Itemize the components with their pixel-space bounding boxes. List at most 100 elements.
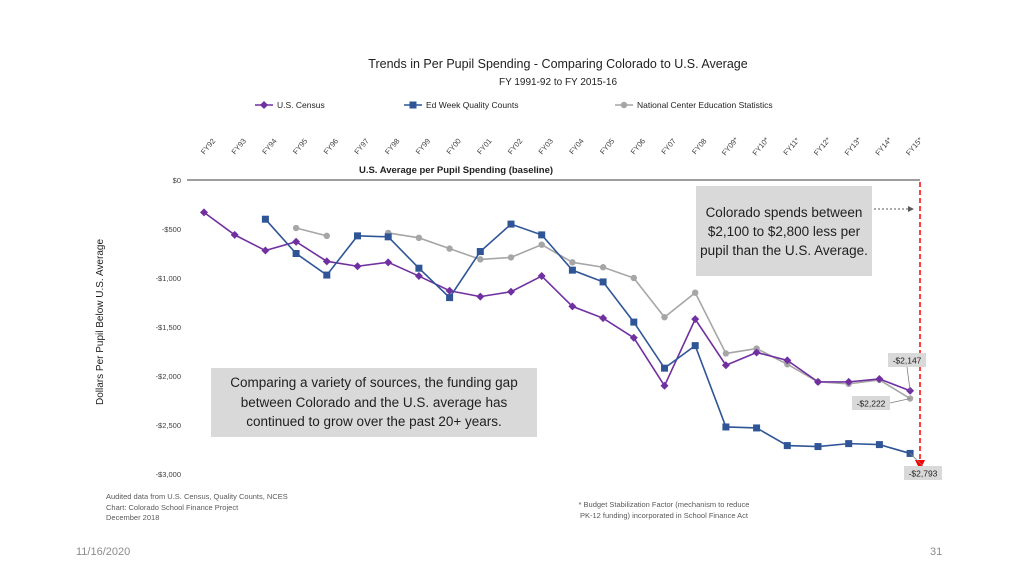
y-tick-label: -$500 — [162, 225, 181, 234]
x-tick-label: FY92 — [199, 137, 217, 157]
source-note-line: December 2018 — [106, 513, 160, 522]
x-tick-label: FY06 — [629, 137, 647, 157]
data-point — [322, 257, 331, 266]
data-point — [722, 350, 730, 357]
data-point — [783, 356, 792, 365]
bsf-footnote-line: PK-12 funding) incorporated in School Fi… — [579, 510, 749, 520]
data-point — [353, 262, 362, 271]
x-tick-label: FY12* — [812, 135, 832, 157]
data-point — [292, 224, 300, 232]
data-point — [477, 256, 484, 263]
data-point — [476, 248, 484, 256]
x-axis-labels: FY92 FY93 FY94 FY95 FY96 FY97 FY98 FY99 FY00 FY01… — [199, 135, 925, 157]
series-ed-week-quality-counts — [261, 215, 914, 457]
y-tick-label: $0 — [173, 176, 181, 185]
series-line — [203, 211, 911, 392]
data-point — [661, 314, 668, 321]
data-point — [752, 348, 761, 357]
data-point — [414, 272, 423, 281]
series-line — [264, 218, 911, 455]
data-point — [722, 423, 730, 431]
x-tick-label: FY95 — [291, 137, 309, 157]
series-layer — [200, 208, 915, 457]
x-tick-label: FY11* — [781, 136, 801, 157]
data-label-box — [852, 396, 890, 410]
x-tick-label: FY94 — [260, 137, 278, 157]
y-tick-label: -$2,000 — [156, 372, 181, 381]
data-point — [230, 230, 239, 239]
x-tick-label: FY15* — [904, 135, 924, 157]
data-point — [599, 264, 607, 271]
source-note: Audited data from U.S. Census, Quality C… — [106, 492, 288, 524]
callout-funding-gap-text: Comparing a variety of sources, the fund… — [230, 375, 518, 430]
data-point — [721, 361, 730, 370]
data-label: -$2,222 — [857, 399, 886, 409]
legend-marker — [409, 101, 417, 109]
data-point — [261, 246, 270, 255]
data-point — [814, 377, 822, 386]
callout-colorado-gap: Colorado spends between $2,100 to $2,800… — [696, 186, 872, 276]
data-label: -$2,147 — [893, 356, 922, 366]
x-tick-label: FY05 — [598, 137, 616, 157]
data-point — [292, 237, 301, 246]
legend-marker — [260, 101, 268, 109]
x-tick-label: FY93 — [230, 137, 248, 157]
data-labels: -$2,147 -$2,222 -$2,793 — [852, 353, 942, 480]
x-tick-label: FY08 — [690, 137, 708, 157]
data-point — [599, 314, 608, 323]
x-tick-label: FY14* — [873, 135, 893, 157]
data-point — [415, 234, 423, 242]
data-point — [630, 318, 638, 326]
gap-red-arrow-head — [915, 460, 925, 470]
data-label-leader — [889, 398, 911, 404]
data-label-box — [904, 466, 942, 480]
series-u-s-census — [200, 208, 915, 395]
chart-title: Trends in Per Pupil Spending - Comparing… — [368, 57, 747, 71]
data-label-leader — [909, 453, 924, 467]
x-tick-label: FY03 — [537, 137, 555, 157]
data-point — [292, 250, 300, 257]
data-point — [691, 315, 700, 324]
data-point — [630, 274, 637, 282]
data-point — [875, 441, 883, 449]
data-point — [415, 264, 423, 272]
x-tick-label: FY96 — [322, 137, 340, 157]
data-point — [538, 231, 546, 239]
source-note-line: Chart: Colorado School Finance Project — [106, 502, 239, 512]
data-point — [507, 254, 515, 261]
y-tick-label: -$3,000 — [156, 470, 181, 479]
data-point — [875, 374, 884, 383]
data-point — [261, 215, 269, 223]
legend-label: National Center Education Statistics — [637, 100, 773, 110]
data-point — [753, 424, 761, 432]
data-point — [507, 220, 515, 228]
bsf-footnote-line: * Budget Stabilization Factor (mechanism… — [578, 500, 750, 509]
callout-colorado-gap-text: Colorado spends between $2,100 to $2,800… — [700, 204, 868, 258]
data-point — [200, 208, 208, 217]
x-tick-label: FY00 — [444, 137, 462, 157]
data-point — [384, 233, 392, 241]
data-point — [844, 377, 853, 386]
data-point — [384, 258, 393, 267]
y-tick-label: -$1,000 — [156, 274, 181, 283]
data-point — [568, 266, 576, 274]
data-point — [783, 442, 791, 450]
y-axis-tick-labels: $0 -$500 -$1,000 -$1,500 -$2,000 -$2,500 -$3,0… — [156, 176, 181, 479]
data-point — [537, 272, 546, 281]
data-point — [906, 395, 914, 402]
data-point — [629, 333, 638, 342]
data-point — [814, 443, 822, 451]
footer-date: 11/16/2020 — [76, 546, 131, 558]
data-point — [446, 294, 454, 302]
series-line — [295, 227, 327, 237]
data-point — [845, 440, 853, 448]
legend-label: U.S. Census — [277, 100, 325, 110]
data-point — [569, 259, 576, 266]
data-point — [538, 241, 545, 248]
legend-label: Ed Week Quality Counts — [426, 100, 518, 110]
x-tick-label: FY04 — [567, 137, 585, 157]
bsf-footnote: * Budget Stabilization Factor (mechanism… — [572, 500, 756, 521]
y-axis-label: Dollars Per Pupil Below U.S. Average — [95, 239, 106, 405]
legend-marker — [620, 101, 628, 109]
